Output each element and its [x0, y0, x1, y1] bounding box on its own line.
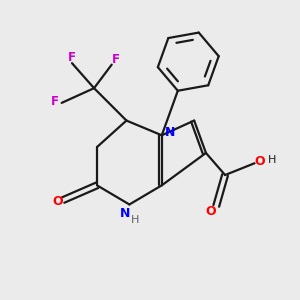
Text: F: F [68, 51, 76, 64]
Text: F: F [51, 95, 59, 108]
Text: N: N [120, 207, 130, 220]
Text: N: N [165, 126, 175, 139]
Text: H: H [267, 155, 276, 165]
Text: O: O [206, 205, 216, 218]
Text: F: F [112, 53, 120, 66]
Text: O: O [52, 195, 63, 208]
Text: H: H [131, 215, 140, 225]
Text: O: O [254, 155, 265, 168]
